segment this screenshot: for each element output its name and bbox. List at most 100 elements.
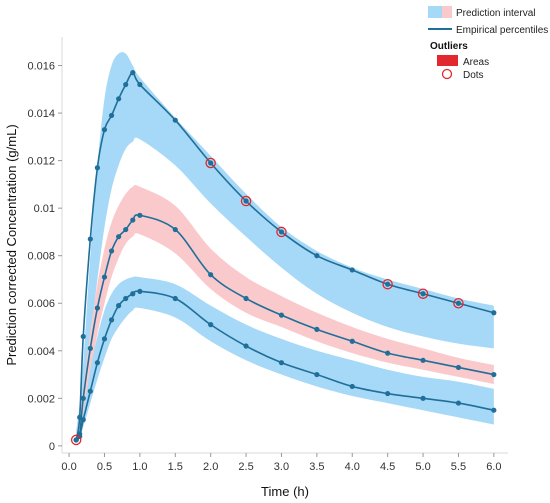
point-upper-20 [491, 310, 497, 316]
y-tick-label-7: 0.014 [27, 108, 55, 120]
point-lower-18 [420, 395, 426, 401]
band-upper [76, 52, 494, 439]
point-upper-6 [108, 112, 115, 119]
point-median-6 [108, 248, 115, 254]
x-tick-label-1: 0.5 [97, 461, 112, 473]
point-upper-17 [385, 281, 391, 287]
y-tick-label-4: 0.008 [27, 251, 55, 263]
legend-empirical-percentiles-label: Empirical percentiles [456, 25, 548, 36]
point-upper-5 [101, 127, 108, 133]
point-upper-18 [420, 291, 426, 297]
point-median-13 [243, 295, 249, 302]
outlier-dots [70, 157, 464, 446]
outlier-dot-6 [453, 297, 464, 309]
point-lower-15 [314, 371, 320, 378]
legend-interval-swatch-blue [428, 6, 442, 18]
x-tick-label-8: 4.0 [345, 461, 360, 473]
outlier-dot-2 [240, 195, 252, 207]
point-upper-10 [137, 81, 143, 88]
legend: Prediction interval Empirical percentile… [424, 6, 548, 85]
point-upper-9 [130, 70, 136, 76]
y-tick-label-8: 0.016 [27, 61, 55, 73]
y-axis-title: Prediction corrected Concentration (g/mL… [4, 124, 19, 365]
point-median-4 [94, 305, 100, 311]
x-tick-label-2: 1.0 [132, 461, 147, 473]
point-upper-8 [123, 81, 129, 88]
point-lower-3 [87, 388, 93, 394]
legend-outliers-title: Outliers [430, 41, 468, 52]
point-median-17 [385, 350, 391, 356]
point-lower-0 [73, 437, 79, 443]
x-tick-label-6: 3.0 [274, 461, 289, 473]
x-tick-label-3: 1.5 [168, 461, 183, 473]
point-median-12 [208, 272, 214, 278]
x-tick-label-10: 5.0 [415, 461, 430, 473]
prediction-bands [76, 52, 494, 444]
point-upper-7 [116, 96, 122, 102]
legend-dots-swatch [441, 68, 453, 80]
x-tick-label-0: 0.0 [61, 461, 76, 473]
point-lower-13 [243, 343, 249, 349]
point-lower-19 [455, 400, 462, 406]
point-lower-17 [385, 390, 391, 397]
point-median-20 [491, 371, 497, 378]
point-median-7 [116, 234, 122, 240]
point-median-19 [455, 364, 462, 371]
point-median-14 [278, 312, 285, 318]
point-median-9 [130, 217, 136, 223]
point-upper-12 [208, 160, 214, 166]
outlier-dot-1 [205, 157, 216, 169]
point-lower-7 [116, 303, 122, 309]
point-lower-14 [278, 360, 285, 366]
point-lower-9 [130, 291, 136, 297]
point-lower-20 [491, 407, 497, 413]
percentile-lines [73, 70, 497, 443]
point-median-3 [87, 345, 93, 352]
point-lower-10 [137, 288, 143, 294]
legend-dots-label: Dots [463, 70, 484, 81]
outlier-dot-0 [70, 434, 82, 446]
point-upper-16 [349, 267, 355, 273]
point-upper-2 [80, 333, 86, 340]
legend-interval-swatch-pink [442, 6, 452, 18]
x-tick-label-12: 6.0 [486, 461, 501, 473]
y-tick-label-1: 0.002 [27, 393, 55, 405]
point-lower-11 [172, 295, 178, 302]
band-median [76, 185, 494, 442]
point-upper-14 [278, 229, 285, 235]
point-median-18 [420, 357, 426, 363]
point-upper-11 [172, 117, 178, 123]
legend-areas-label: Areas [463, 57, 489, 68]
point-median-16 [349, 338, 355, 344]
point-upper-15 [314, 253, 320, 259]
y-tick-label-3: 0.006 [27, 298, 55, 310]
point-upper-3 [87, 236, 93, 242]
x-tick-label-11: 5.5 [451, 461, 466, 473]
point-lower-8 [123, 295, 129, 302]
point-upper-19 [455, 300, 462, 306]
point-lower-12 [208, 322, 214, 328]
outlier-dot-4 [382, 278, 393, 290]
x-tick-label-5: 2.5 [238, 461, 253, 473]
y-axis-ticks: 0 0.002 0.004 0.006 0.008 0.01 0.012 0.014 0.016 [27, 61, 62, 453]
legend-prediction-interval-label: Prediction interval [456, 8, 535, 19]
point-median-10 [137, 212, 143, 218]
legend-areas-swatch [437, 55, 458, 66]
y-tick-label-2: 0.004 [27, 346, 55, 358]
point-lower-5 [101, 336, 108, 342]
y-tick-label-6: 0.012 [27, 156, 55, 168]
x-axis-ticks: 0.0 0.5 1.0 1.5 2.0 2.5 3.0 3.5 4.0 4.5 5.0 5.5 6.0 [61, 453, 501, 473]
point-upper-4 [94, 165, 100, 171]
point-median-15 [314, 326, 320, 332]
y-tick-label-5: 0.01 [34, 203, 55, 215]
outlier-dot-5 [417, 288, 429, 299]
x-axis-title: Time (h) [261, 484, 309, 499]
point-lower-6 [108, 317, 115, 323]
band-lower [76, 276, 494, 444]
x-tick-label-4: 2.0 [203, 461, 218, 473]
point-median-11 [172, 226, 178, 233]
point-median-2 [80, 395, 86, 401]
x-tick-label-7: 3.5 [309, 461, 324, 473]
point-lower-16 [349, 383, 355, 390]
